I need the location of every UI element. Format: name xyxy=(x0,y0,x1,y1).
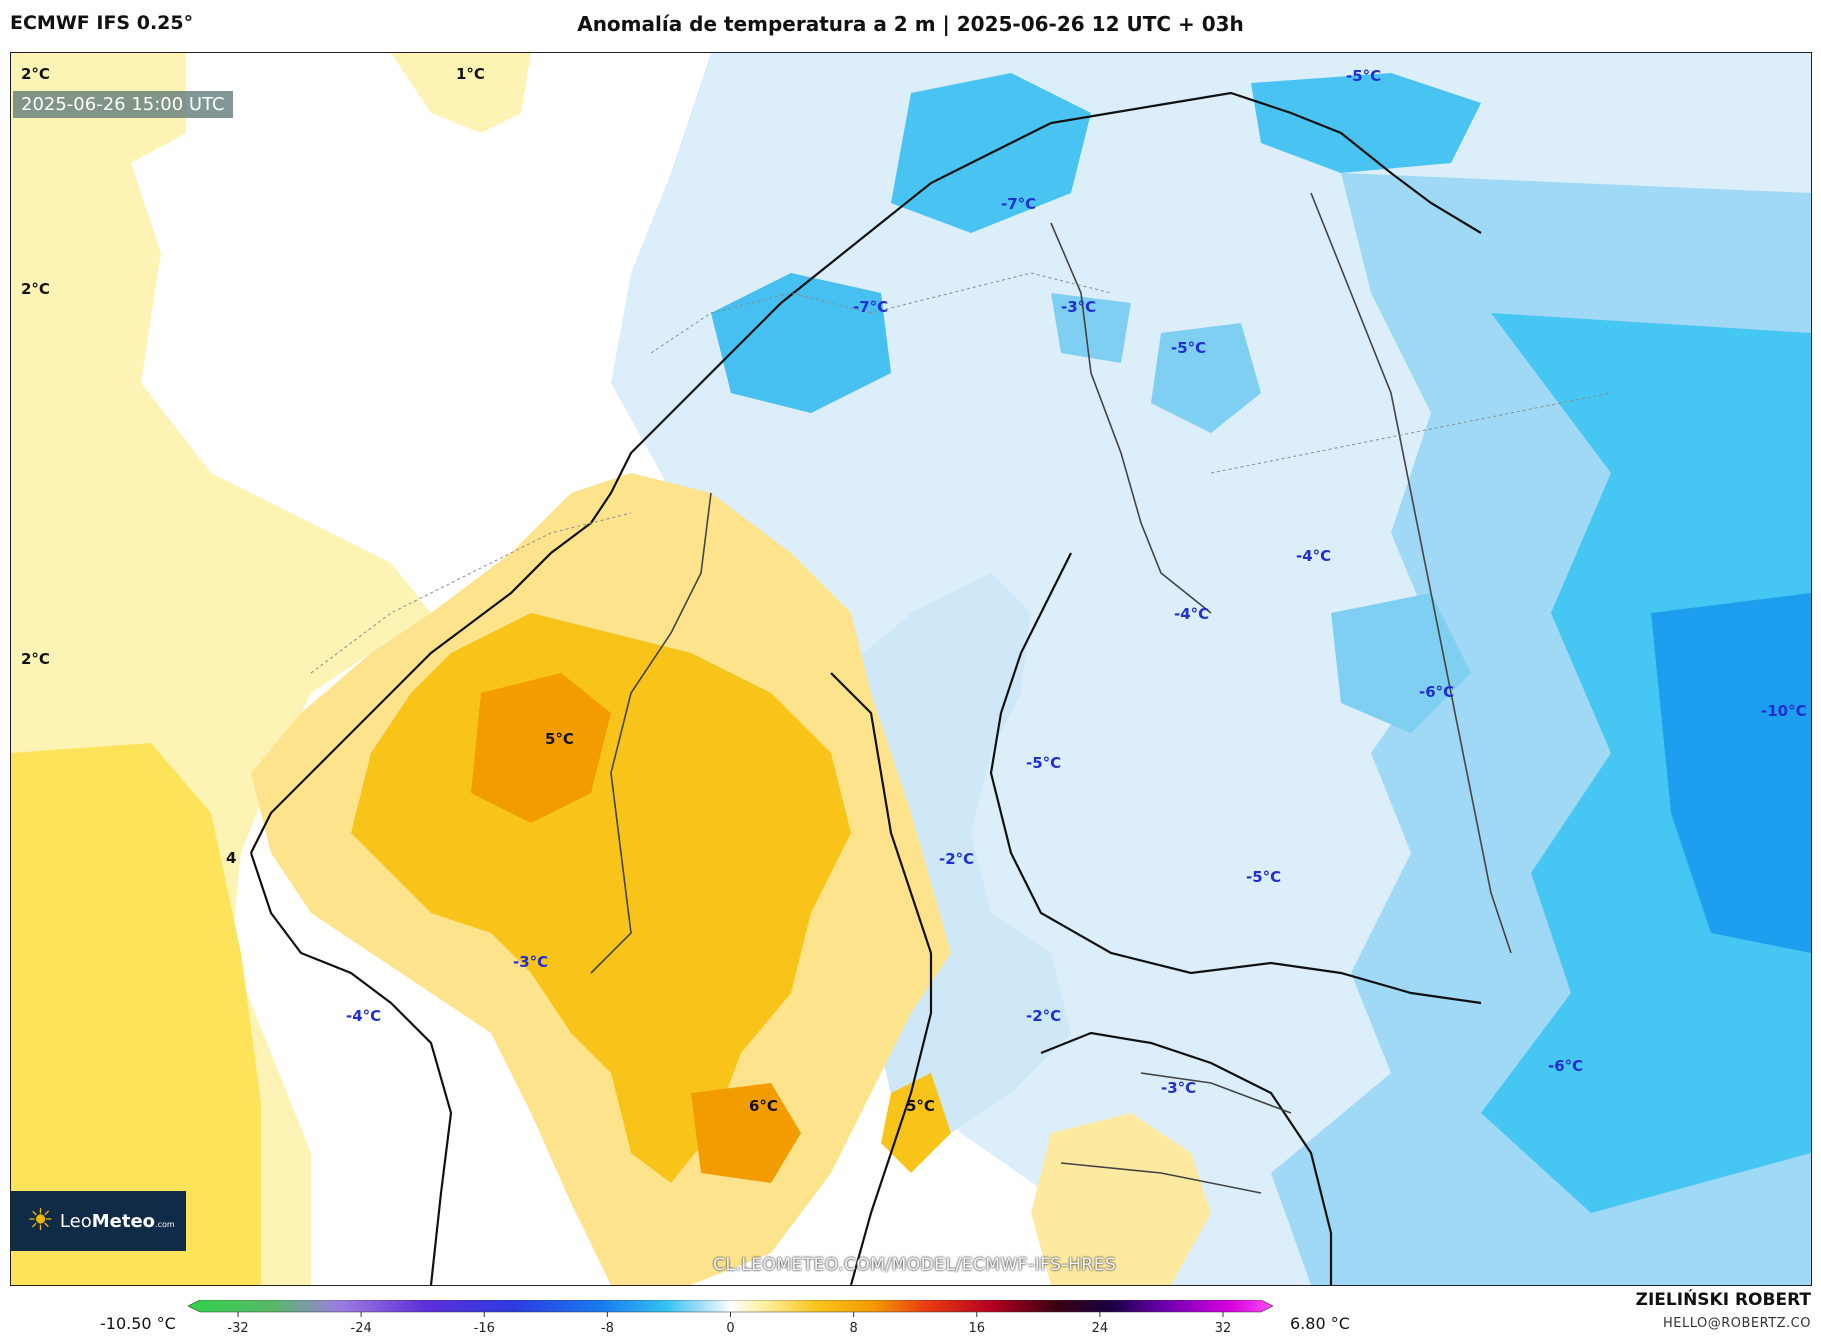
valid-time-badge: 2025-06-26 15:00 UTC xyxy=(13,91,233,118)
map-label: -5°C xyxy=(1246,868,1281,886)
cold-anomaly-strong xyxy=(1481,313,1811,1213)
colorbar-tick-label: -16 xyxy=(474,1321,495,1336)
map-label: -3°C xyxy=(513,953,548,971)
cold-patch-c xyxy=(1051,293,1131,363)
map-label: -7°C xyxy=(853,298,888,316)
map-label: -5°C xyxy=(1026,754,1061,772)
colorbar-ticks: -32 -24 -16 -8 0 8 16 24 32 xyxy=(227,1312,1231,1336)
map-label: 2°C xyxy=(21,65,50,83)
cold-patch-finland-east xyxy=(1331,593,1471,733)
author-email[interactable]: HELLO@ROBERTZ.CO xyxy=(1662,1316,1811,1331)
author-credit: ZIELIŃSKI ROBERT xyxy=(1635,1290,1811,1310)
map-label: 6°C xyxy=(749,1097,778,1115)
colorbar-tick-label: 16 xyxy=(968,1321,985,1336)
colorbar-tick-label: 32 xyxy=(1215,1321,1232,1336)
sun-icon: ☀ xyxy=(27,1203,54,1238)
warm-baltic-states xyxy=(1031,1113,1211,1285)
map-label: -6°C xyxy=(1548,1057,1583,1075)
map-label: 4 xyxy=(226,849,236,867)
map-label: 2°C xyxy=(21,650,50,668)
map-label: -5°C xyxy=(1171,339,1206,357)
colorbar: -32 -24 -16 -8 0 8 16 24 32 xyxy=(188,1300,1273,1336)
colorbar-tick-label: -24 xyxy=(351,1321,372,1336)
cold-patch-north-b xyxy=(1251,73,1481,173)
map-label: 2°C xyxy=(21,280,50,298)
colorbar-min-label: -10.50 °C xyxy=(100,1314,176,1333)
map-label: 5°C xyxy=(906,1097,935,1115)
warm-peak-sweden xyxy=(691,1083,801,1183)
contour-lines xyxy=(310,272,1612,674)
map-title: Anomalía de temperatura a 2 m | 2025-06-… xyxy=(577,12,1244,36)
colorbar-gradient xyxy=(188,1300,1273,1313)
source-watermark: CL.LEOMETEO.COM/MODEL/ECMWF-IFS-HRES xyxy=(713,1255,1117,1275)
map-label: -2°C xyxy=(1026,1007,1061,1025)
leometeo-logo[interactable]: ☀ LeoMeteo.com xyxy=(11,1191,186,1251)
warm-anomaly-mid-west xyxy=(11,743,261,1285)
anomaly-map: 2°C 1°C 2°C 2°C 5°C 6°C 5°C 4 -5°C -7°C … xyxy=(11,53,1811,1285)
warm-patch-north-sea xyxy=(391,53,531,133)
colorbar-tick-label: 0 xyxy=(726,1321,734,1336)
colorbar-tick-label: 8 xyxy=(849,1321,857,1336)
map-label: -4°C xyxy=(1174,605,1209,623)
map-label: -7°C xyxy=(1001,195,1036,213)
map-label: -4°C xyxy=(1296,547,1331,565)
warm-peak-norway xyxy=(471,673,611,823)
map-label: -6°C xyxy=(1419,683,1454,701)
map-label: -2°C xyxy=(939,850,974,868)
colorbar-tick-label: 24 xyxy=(1092,1321,1109,1336)
map-label: -10°C xyxy=(1761,702,1807,720)
map-label: -5°C xyxy=(1346,67,1381,85)
map-label: -4°C xyxy=(346,1007,381,1025)
colorbar-tick-label: -32 xyxy=(227,1321,248,1336)
coastlines xyxy=(249,91,1482,1285)
map-panel: 2°C 1°C 2°C 2°C 5°C 6°C 5°C 4 -5°C -7°C … xyxy=(10,52,1812,1286)
anomaly-labels: 2°C 1°C 2°C 2°C 5°C 6°C 5°C 4 -5°C -7°C … xyxy=(21,65,1807,1115)
map-label: -3°C xyxy=(1061,298,1096,316)
colorbar-tick-label: -8 xyxy=(601,1321,614,1336)
warm-gotland xyxy=(881,1073,951,1173)
logo-text: LeoMeteo.com xyxy=(59,1210,175,1232)
map-label: 1°C xyxy=(456,65,485,83)
map-label: 5°C xyxy=(545,730,574,748)
map-label: -3°C xyxy=(1161,1079,1196,1097)
model-title: ECMWF IFS 0.25° xyxy=(10,12,194,34)
cold-patch-finland-north xyxy=(1151,323,1261,433)
cold-anomaly-peak xyxy=(1651,593,1811,953)
colorbar-max-label: 6.80 °C xyxy=(1290,1314,1350,1333)
cold-patch-lapland xyxy=(711,273,891,413)
country-borders xyxy=(590,192,1512,1194)
